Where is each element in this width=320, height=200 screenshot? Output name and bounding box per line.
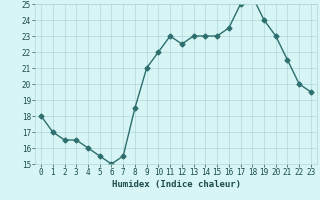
- X-axis label: Humidex (Indice chaleur): Humidex (Indice chaleur): [111, 180, 241, 189]
